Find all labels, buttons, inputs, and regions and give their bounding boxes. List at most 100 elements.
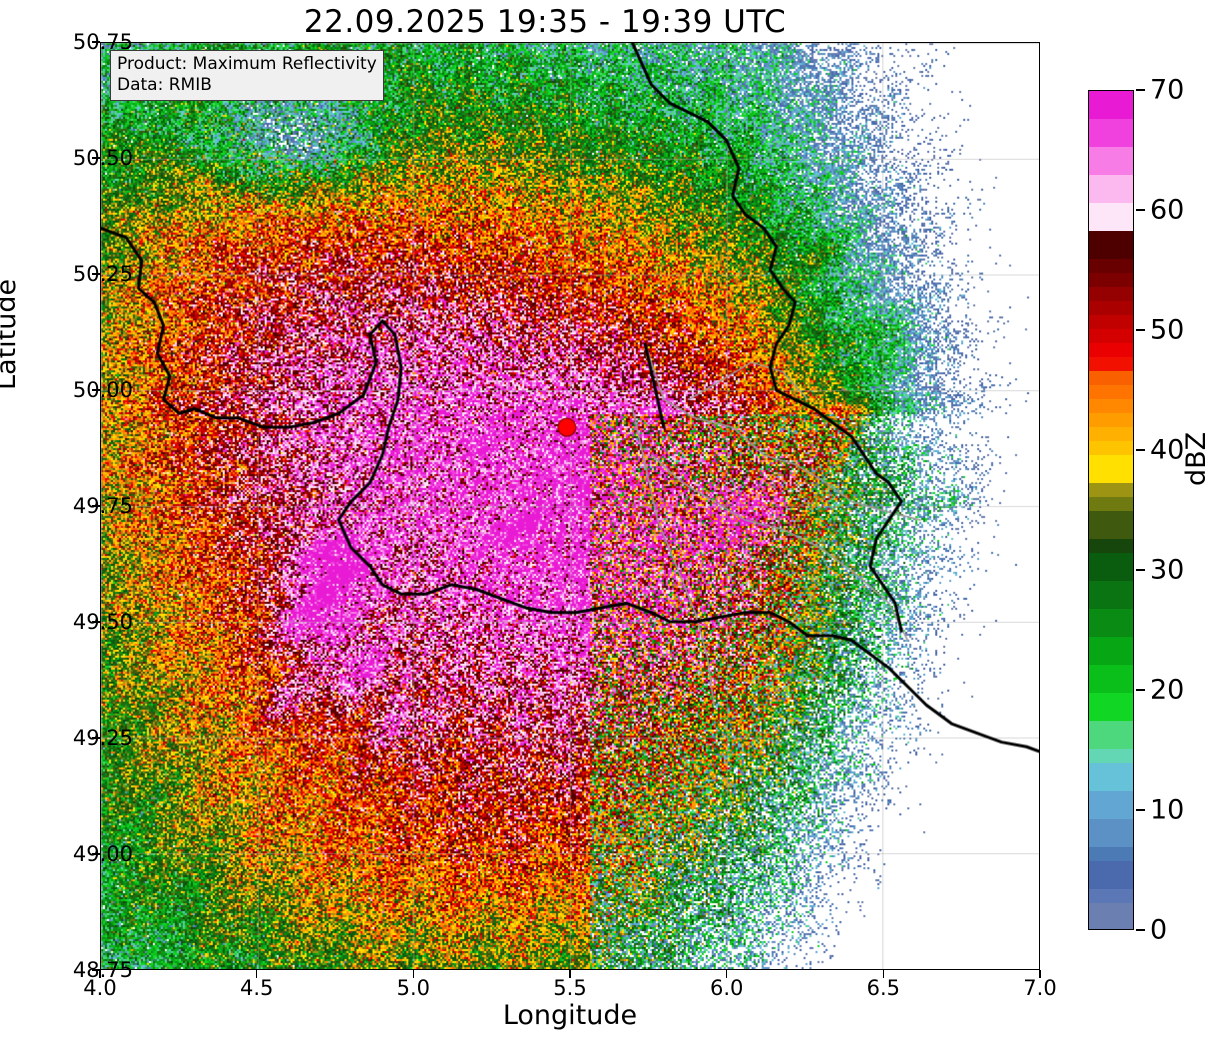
colorbar-band [1089, 833, 1133, 847]
colorbar-band [1089, 679, 1133, 693]
colorbar-band [1089, 805, 1133, 819]
product-info-box: Product: Maximum Reflectivity Data: RMIB [110, 50, 384, 101]
colorbar-band [1089, 623, 1133, 637]
page-title: 22.09.2025 19:35 - 19:39 UTC [303, 4, 787, 40]
colorbar-band [1089, 455, 1133, 469]
y-tick-mark [92, 853, 100, 855]
colorbar-band [1089, 651, 1133, 665]
colorbar-band [1089, 595, 1133, 609]
y-tick-label: 50.00 [72, 378, 133, 402]
colorbar-band [1089, 189, 1133, 203]
colorbar-band [1089, 175, 1133, 189]
colorbar-band [1089, 483, 1133, 497]
colorbar-band [1089, 749, 1133, 763]
x-tick-label: 5.5 [553, 976, 587, 1000]
x-tick-mark [569, 970, 571, 978]
colorbar-band [1089, 665, 1133, 679]
colorbar-tick-label: 40 [1150, 434, 1185, 466]
y-tick-label: 49.25 [72, 726, 133, 750]
colorbar-band [1089, 791, 1133, 805]
radar-reflectivity-map [101, 43, 1039, 969]
colorbar-band [1089, 105, 1133, 119]
x-axis-label: Longitude [502, 1000, 638, 1031]
colorbar-band [1089, 133, 1133, 147]
y-axis-label: Latitude [0, 278, 22, 390]
colorbar-tick-label: 70 [1150, 74, 1185, 106]
colorbar-band [1089, 371, 1133, 385]
x-tick-label: 5.0 [396, 976, 431, 1000]
colorbar-band [1089, 707, 1133, 721]
colorbar-tick-mark [1136, 689, 1145, 691]
product-line: Product: Maximum Reflectivity [117, 54, 377, 74]
data-source-line: Data: RMIB [117, 74, 212, 95]
colorbar-band [1089, 441, 1133, 455]
colorbar-band [1089, 861, 1133, 875]
colorbar-band [1089, 273, 1133, 287]
colorbar-tick-label: 60 [1150, 194, 1185, 226]
y-tick-label: 49.75 [72, 494, 133, 518]
colorbar-band [1089, 553, 1133, 567]
colorbar-band [1089, 721, 1133, 735]
colorbar-band [1089, 231, 1133, 245]
colorbar-band [1089, 315, 1133, 329]
y-tick-mark [92, 41, 100, 43]
x-tick-mark [725, 970, 728, 978]
y-tick-label: 50.50 [72, 146, 133, 170]
y-tick-label: 50.25 [72, 262, 133, 286]
x-tick-label: 7.0 [1023, 976, 1057, 1000]
colorbar-tick-label: 30 [1150, 554, 1185, 586]
colorbar-band [1089, 147, 1133, 161]
colorbar-band [1089, 581, 1133, 595]
colorbar-band [1089, 287, 1133, 301]
colorbar-tick-label: 20 [1150, 674, 1185, 706]
colorbar-tick-label: 0 [1150, 914, 1168, 946]
colorbar-band [1089, 357, 1133, 371]
x-tick-mark [255, 970, 258, 978]
x-tick-label: 4.0 [83, 976, 117, 1000]
colorbar-band [1089, 343, 1133, 357]
colorbar-band [1089, 777, 1133, 791]
y-tick-mark [92, 621, 100, 623]
colorbar-band [1089, 329, 1133, 343]
x-tick-mark [882, 970, 885, 978]
colorbar-band [1089, 301, 1133, 315]
y-tick-label: 49.00 [72, 842, 133, 866]
y-tick-mark [92, 505, 100, 507]
x-tick-mark [412, 970, 415, 978]
colorbar-tick-mark [1136, 569, 1145, 571]
x-tick-label: 6.0 [709, 976, 744, 1000]
colorbar-tick-label: 10 [1150, 794, 1185, 826]
colorbar-band [1089, 819, 1133, 833]
colorbar-tick-mark [1136, 449, 1145, 451]
colorbar-tick-mark [1136, 209, 1145, 211]
colorbar-tick-mark [1136, 929, 1145, 931]
colorbar-band [1089, 917, 1133, 929]
x-tick-mark [1039, 970, 1041, 978]
colorbar-band [1089, 119, 1133, 133]
colorbar-tick-mark [1136, 329, 1145, 331]
colorbar-band [1089, 203, 1133, 217]
colorbar-band [1089, 875, 1133, 889]
colorbar-band [1089, 413, 1133, 427]
colorbar-band [1089, 217, 1133, 231]
colorbar-tick-label: 50 [1150, 314, 1185, 346]
colorbar-band [1089, 497, 1133, 511]
colorbar-band [1089, 609, 1133, 623]
colorbar-band [1089, 735, 1133, 749]
y-tick-mark [92, 273, 100, 275]
colorbar-band [1089, 763, 1133, 777]
colorbar-band [1089, 91, 1133, 105]
colorbar-band [1089, 539, 1133, 553]
y-tick-mark [92, 157, 100, 159]
colorbar-band [1089, 637, 1133, 651]
colorbar-band [1089, 511, 1133, 525]
colorbar-band [1089, 525, 1133, 539]
colorbar-band [1089, 245, 1133, 259]
colorbar-band [1089, 427, 1133, 441]
colorbar-tick-mark [1136, 809, 1145, 811]
colorbar-band [1089, 469, 1133, 483]
y-tick-mark [92, 969, 100, 971]
colorbar-band [1089, 903, 1133, 917]
colorbar [1088, 90, 1134, 930]
x-tick-label: 6.5 [866, 976, 901, 1000]
